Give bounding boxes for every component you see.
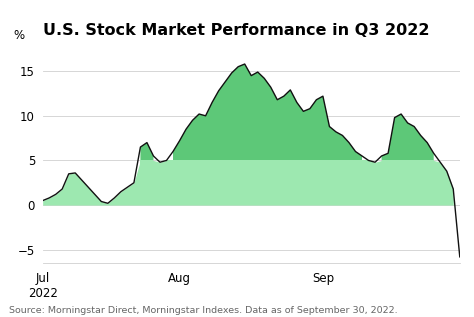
Text: Source: Morningstar Direct, Morningstar Indexes. Data as of September 30, 2022.: Source: Morningstar Direct, Morningstar … [9, 307, 398, 315]
Text: %: % [13, 29, 25, 42]
Text: U.S. Stock Market Performance in Q3 2022: U.S. Stock Market Performance in Q3 2022 [43, 23, 429, 38]
